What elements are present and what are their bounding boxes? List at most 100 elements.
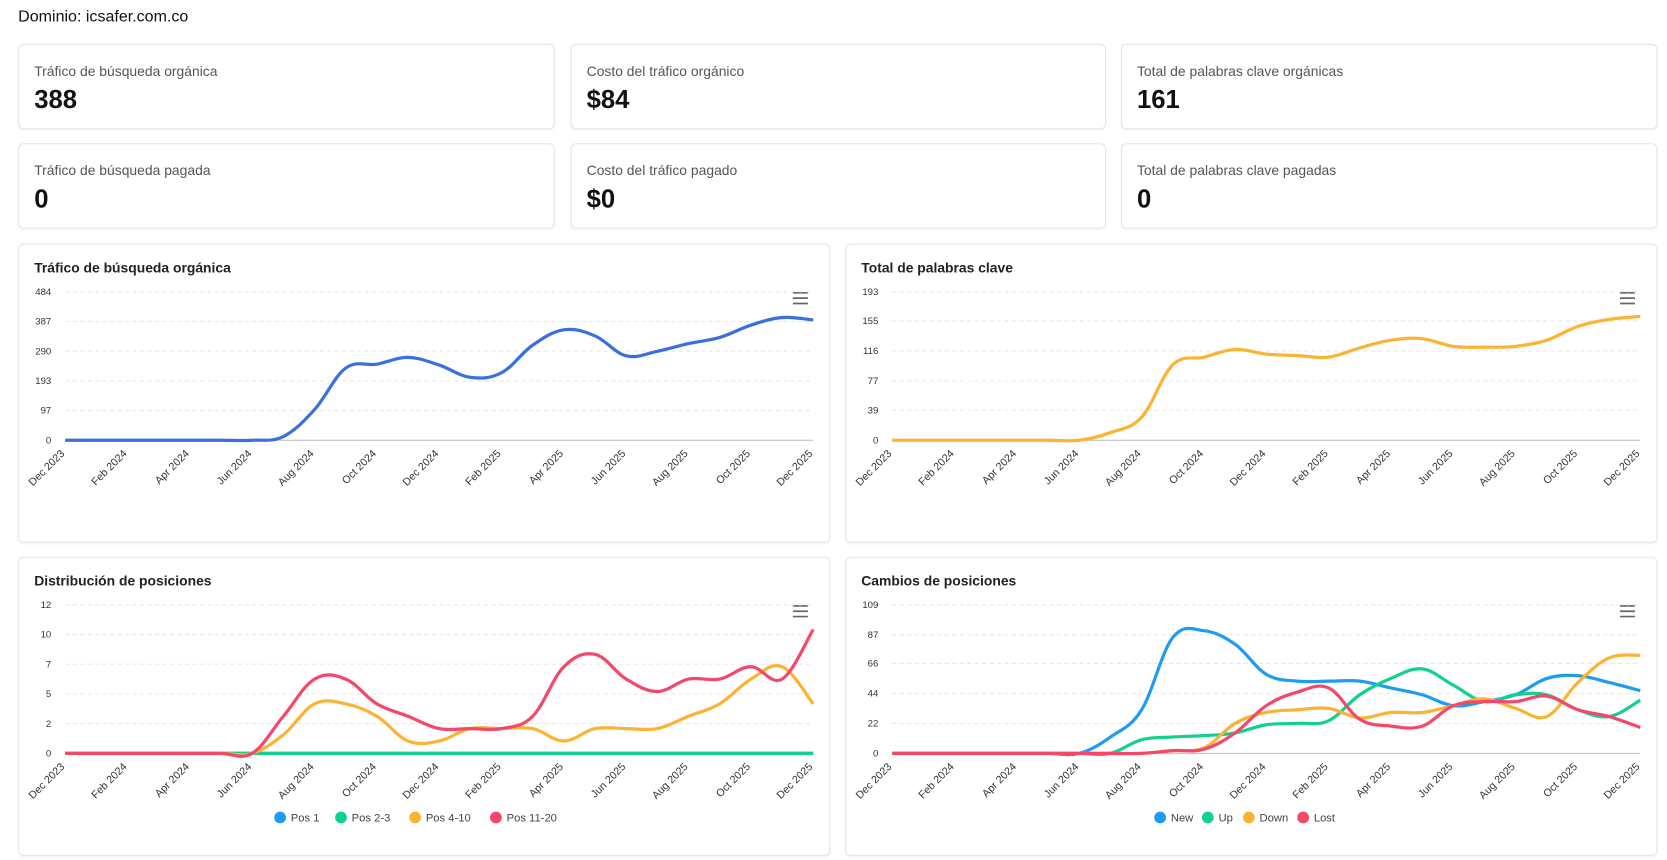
x-tick-label: Dec 2023 (854, 448, 895, 489)
legend-label: Pos 1 (291, 813, 320, 825)
x-tick-label: Aug 2025 (650, 448, 691, 489)
legend-label: Down (1260, 813, 1289, 825)
metric-value: $84 (586, 85, 630, 115)
x-tick-label: Feb 2024 (89, 448, 129, 488)
legend-label: Pos 11-20 (507, 813, 557, 825)
series-line (892, 314, 1641, 443)
metric-label: Total de palabras clave pagadas (1136, 162, 1337, 179)
y-tick-label: 12 (41, 600, 52, 611)
metric-label: Costo del tráfico orgánico (586, 63, 745, 80)
x-tick-label: Aug 2025 (1477, 761, 1518, 802)
legend-item[interactable]: Pos 1 (274, 811, 320, 825)
legend-marker (335, 811, 347, 824)
y-tick-label: 0 (46, 749, 51, 760)
y-tick-label: 10 (41, 630, 52, 641)
metric-value: 388 (34, 85, 77, 115)
x-tick-label: Aug 2025 (1477, 448, 1518, 489)
x-tick-label: Apr 2024 (153, 761, 192, 800)
y-tick-label: 484 (35, 287, 52, 298)
chart-title: Distribución de posiciones (34, 573, 212, 589)
x-tick-label: Apr 2025 (1354, 761, 1393, 800)
y-tick-label: 2 (46, 719, 51, 730)
x-tick-label: Oct 2025 (714, 761, 753, 800)
x-tick-label: Feb 2025 (1290, 448, 1330, 488)
x-tick-label: Apr 2025 (1354, 448, 1393, 487)
legend-item[interactable]: Pos 4-10 (409, 811, 471, 825)
x-tick-label: Apr 2024 (980, 761, 1019, 800)
x-tick-label: Feb 2025 (463, 761, 503, 801)
x-tick-label: Oct 2024 (340, 448, 379, 487)
chart-title: Cambios de posiciones (861, 573, 1016, 589)
x-tick-label: Dec 2023 (854, 761, 895, 802)
series-line (65, 628, 815, 758)
y-tick-label: 22 (868, 719, 879, 730)
metric-label: Total de palabras clave orgánicas (1136, 63, 1344, 80)
chart-panel: Total de palabras clave 0 39 77 116 155 193 Dec… (845, 243, 1658, 543)
x-tick-label: Aug 2025 (650, 761, 691, 802)
series-line (65, 315, 814, 443)
legend-marker (1201, 811, 1214, 824)
y-tick-label: 66 (868, 659, 879, 670)
chart-panel: Distribución de posiciones 0 2 5 7 10 12 Dec 20… (18, 556, 831, 856)
legend-item[interactable]: Up (1201, 811, 1233, 825)
chart: Total de palabras clave 0 39 77 116 155 193 Dec… (854, 259, 1643, 489)
chart-menu[interactable] (792, 605, 808, 618)
x-tick-label: Jun 2025 (1416, 448, 1456, 488)
metric-label: Costo del tráfico pagado (586, 162, 738, 179)
legend-label: Up (1219, 813, 1233, 825)
y-tick-label: 5 (46, 689, 51, 700)
chart-menu[interactable] (1619, 605, 1635, 618)
x-tick-label: Jun 2024 (1042, 761, 1082, 801)
x-tick-label: Dec 2024 (401, 448, 442, 489)
chart: Distribución de posiciones 0 2 5 7 10 12 Dec 20… (27, 573, 816, 825)
legend-marker (1154, 811, 1167, 824)
y-tick-label: 193 (862, 287, 878, 298)
x-tick-label: Jun 2024 (215, 448, 255, 488)
legend-item[interactable]: New (1154, 811, 1194, 825)
metric-value: 0 (34, 184, 49, 214)
chart-menu[interactable] (1619, 291, 1635, 305)
x-tick-label: Apr 2024 (980, 448, 1019, 487)
legend-label: New (1171, 813, 1194, 825)
metric-value: 161 (1136, 85, 1180, 115)
x-tick-label: Dec 2023 (27, 761, 68, 802)
y-tick-label: 97 (41, 406, 52, 417)
legend-item[interactable]: Down (1242, 811, 1289, 825)
y-tick-label: 387 (35, 317, 51, 328)
legend-label: Lost (1314, 813, 1336, 825)
y-tick-label: 109 (862, 600, 878, 611)
chart: Tráfico de búsqueda orgánica 0 97 193 290 387… (27, 259, 816, 489)
x-tick-label: Dec 2024 (401, 761, 442, 802)
x-tick-label: Apr 2025 (527, 761, 566, 800)
legend-item[interactable]: Pos 2-3 (335, 811, 391, 825)
metric-card: Tráfico de búsqueda orgánica 388 (18, 43, 555, 130)
x-tick-label: Dec 2025 (1602, 761, 1643, 802)
metric-card: Costo del tráfico pagado $0 (570, 143, 1106, 229)
series-line (892, 626, 1641, 757)
x-tick-label: Oct 2024 (340, 761, 379, 800)
y-tick-label: 77 (868, 376, 879, 387)
y-tick-label: 0 (873, 749, 878, 760)
x-tick-label: Oct 2024 (1167, 448, 1206, 487)
x-tick-label: Oct 2025 (714, 448, 753, 487)
legend-label: Pos 2-3 (352, 813, 391, 825)
x-tick-label: Feb 2024 (916, 761, 956, 801)
legend-item[interactable]: Pos 11-20 (490, 811, 557, 825)
x-tick-label: Feb 2025 (463, 448, 503, 488)
metric-label: Tráfico de búsqueda orgánica (34, 63, 218, 80)
legend-item[interactable]: Lost (1297, 811, 1336, 825)
y-tick-label: 193 (35, 376, 51, 387)
metric-label: Tráfico de búsqueda pagada (34, 162, 211, 179)
y-tick-label: 0 (873, 435, 878, 446)
y-tick-label: 39 (868, 405, 879, 416)
x-tick-label: Dec 2025 (775, 761, 816, 802)
x-tick-label: Aug 2024 (1103, 761, 1144, 802)
y-tick-label: 155 (862, 316, 878, 327)
x-tick-label: Jun 2025 (589, 448, 629, 488)
chart-menu[interactable] (792, 291, 808, 305)
x-tick-label: Apr 2025 (527, 448, 566, 487)
legend-marker (1297, 811, 1310, 824)
x-tick-label: Oct 2025 (1541, 448, 1580, 487)
y-tick-label: 0 (46, 435, 51, 446)
